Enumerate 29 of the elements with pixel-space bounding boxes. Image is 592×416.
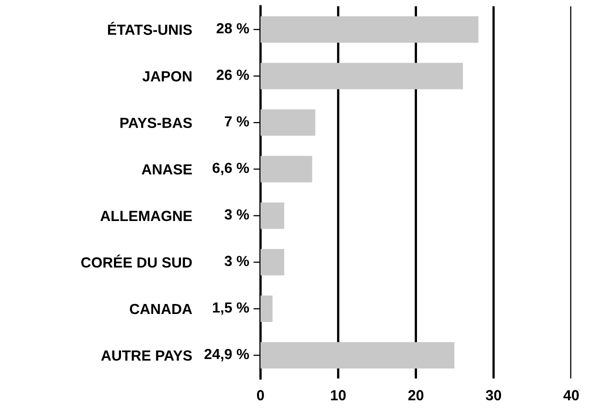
data-label: 1,5 % bbox=[212, 302, 249, 315]
y-tick-label: ÉTATS-UNIS bbox=[108, 22, 192, 35]
y-tick-label: AUTRE PAYS bbox=[101, 350, 192, 361]
data-label: 7 % bbox=[224, 116, 249, 126]
bar bbox=[260, 342, 454, 369]
x-tick-label: 40 bbox=[563, 390, 579, 400]
data-label: 6,6 % bbox=[212, 162, 249, 176]
bar bbox=[260, 156, 312, 182]
x-tick-label: 10 bbox=[330, 390, 346, 400]
bar bbox=[260, 109, 316, 136]
y-tick-label: PAYS-BAS bbox=[120, 118, 192, 128]
x-tick-label: 20 bbox=[408, 390, 424, 400]
x-tick-label: 30 bbox=[486, 390, 502, 400]
bar bbox=[260, 248, 284, 276]
data-label: 24,9 % bbox=[204, 348, 249, 362]
data-label: 3 % bbox=[224, 256, 249, 266]
y-tick-label: CANADA bbox=[130, 304, 192, 314]
y-tick-label: JAPON bbox=[142, 71, 192, 82]
bar bbox=[260, 16, 478, 43]
bar bbox=[260, 62, 463, 90]
data-label: 26 % bbox=[216, 70, 249, 80]
y-tick-label: ANASE bbox=[142, 164, 192, 175]
data-label: 28 % bbox=[216, 23, 249, 34]
bar bbox=[260, 296, 273, 322]
data-label: 3 % bbox=[224, 209, 249, 220]
bar bbox=[260, 202, 284, 229]
y-tick-label: ALLEMAGNE bbox=[100, 210, 192, 222]
x-tick-label: 0 bbox=[257, 390, 264, 400]
y-tick-label: CORÉE DU SUD bbox=[81, 254, 192, 268]
